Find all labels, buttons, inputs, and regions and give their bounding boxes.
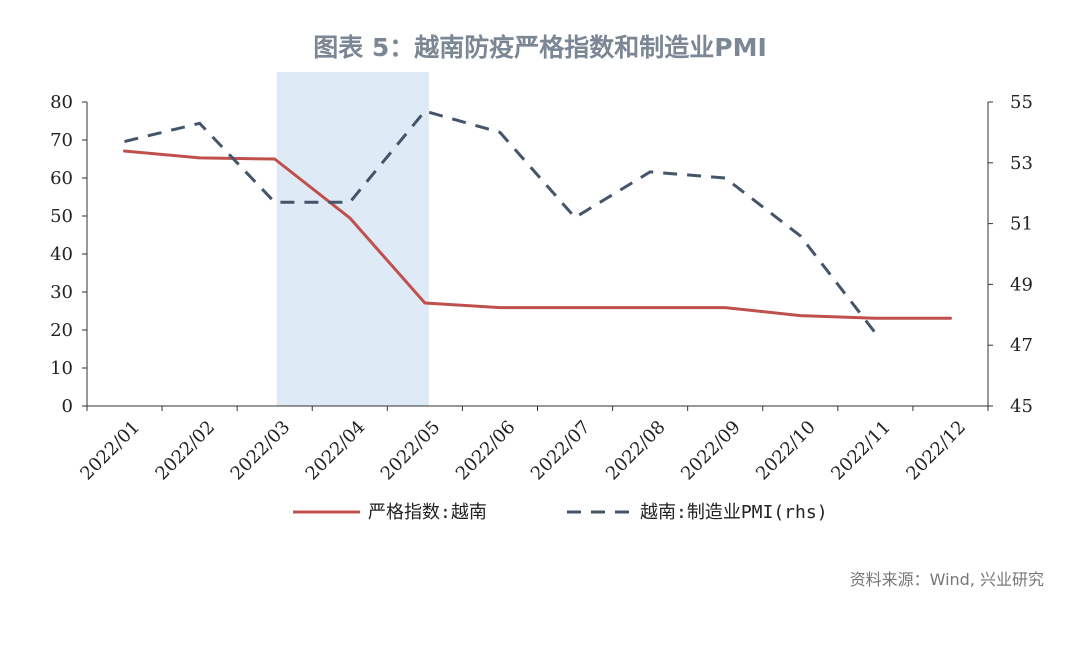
x-tick-label: 2022/01 — [76, 417, 144, 485]
series-line-1 — [123, 149, 952, 320]
right-tick-label: 51 — [1010, 214, 1033, 235]
x-tick-label: 2022/04 — [302, 417, 370, 485]
left-tick-label: 0 — [62, 396, 73, 417]
x-tick-label: 2022/10 — [752, 417, 820, 485]
x-tick-label: 2022/08 — [602, 417, 670, 485]
x-tick-label: 2022/02 — [151, 417, 219, 485]
right-tick-label: 53 — [1010, 153, 1033, 174]
x-tick-label: 2022/11 — [827, 417, 895, 485]
left-tick-label: 50 — [50, 206, 73, 227]
left-tick-label: 20 — [50, 320, 73, 341]
legend-label-2: 越南:制造业PMI(rhs) — [640, 502, 828, 523]
series-line-2 — [124, 109, 877, 334]
left-tick-label: 30 — [50, 282, 73, 303]
left-tick-label: 40 — [50, 244, 73, 265]
left-tick-label: 60 — [50, 168, 73, 189]
source-note: 资料来源：Wind, 兴业研究 — [849, 570, 1044, 589]
x-tick-label: 2022/05 — [377, 417, 445, 485]
x-tick-label: 2022/09 — [677, 417, 745, 485]
chart-title: 图表 5：越南防疫严格指数和制造业PMI — [313, 33, 767, 62]
highlight-band — [276, 72, 429, 406]
legend-label-1: 严格指数:越南 — [368, 502, 487, 523]
left-tick-label: 80 — [50, 92, 73, 113]
left-tick-label: 10 — [50, 358, 73, 379]
right-tick-label: 55 — [1010, 92, 1033, 113]
x-tick-label: 2022/07 — [527, 417, 595, 485]
left-tick-label: 70 — [50, 130, 73, 151]
x-tick-label: 2022/12 — [902, 417, 970, 485]
x-tick-label: 2022/06 — [452, 417, 520, 485]
right-tick-label: 45 — [1010, 396, 1033, 417]
right-tick-label: 49 — [1010, 274, 1033, 295]
x-tick-label: 2022/03 — [227, 417, 295, 485]
right-tick-label: 47 — [1010, 335, 1033, 356]
